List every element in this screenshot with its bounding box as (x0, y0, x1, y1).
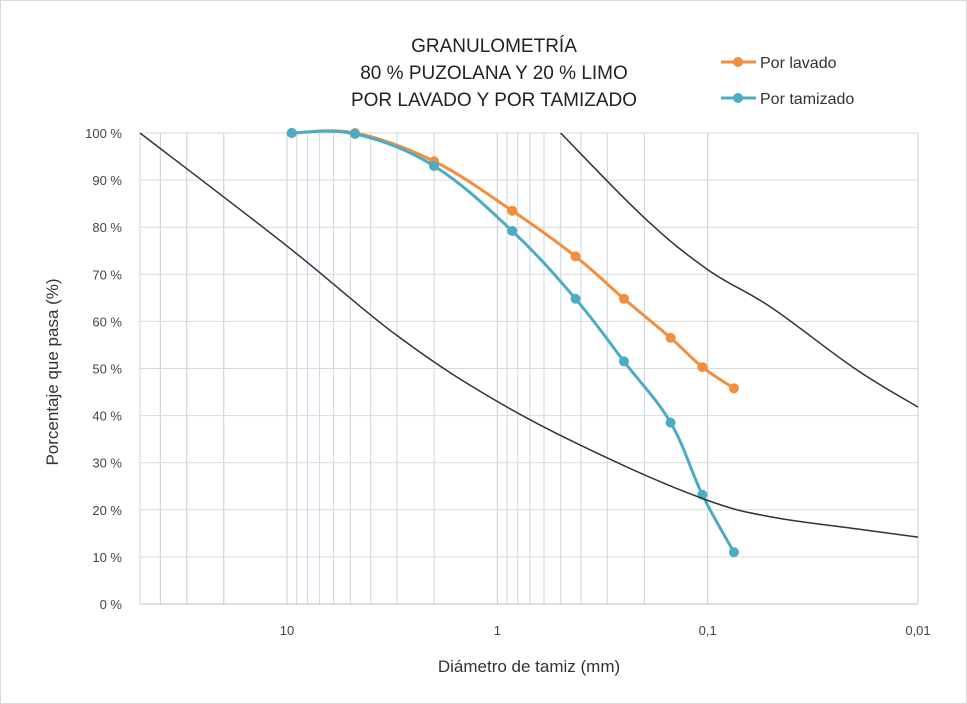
data-point-por-tamizado (429, 160, 440, 171)
chart-title-line-3: POR LAVADO Y POR TAMIZADO (351, 90, 637, 111)
data-point-por-lavado (728, 383, 739, 394)
chart-title-line-2: 80 % PUZOLANA Y 20 % LIMO (360, 63, 628, 84)
legend-label-por-tamizado: Por tamizado (760, 91, 854, 108)
legend-item-por-tamizado: Por tamizado (721, 91, 854, 108)
data-point-por-lavado (618, 293, 629, 304)
data-point-por-tamizado (507, 225, 518, 236)
y-tick-label: 0 % (100, 597, 123, 612)
y-tick-label: 30 % (92, 456, 122, 471)
x-axis-title: Diámetro de tamiz (mm) (438, 657, 620, 676)
data-point-por-tamizado (618, 356, 629, 367)
series-line-por-tamizado (291, 129, 736, 553)
grid (139, 132, 919, 605)
y-tick-label: 40 % (92, 409, 122, 424)
tick-labels: 0 % 10 % 20 % 30 % 40 % 50 % 60 % 70 % 80 % 90 % 1… (85, 126, 931, 638)
x-tick-label: 0,01 (905, 623, 930, 638)
y-tick-label: 100 % (85, 126, 122, 141)
x-tick-label: 1 (494, 623, 501, 638)
series-line-envelope-3 (560, 132, 919, 408)
series-group (139, 128, 919, 558)
legend-label-por-lavado: Por lavado (760, 55, 837, 72)
y-tick-label: 90 % (92, 173, 122, 188)
y-axis-title: Porcentaje que pasa (%) (43, 278, 62, 465)
data-point-por-lavado (697, 362, 708, 373)
y-tick-label: 60 % (92, 314, 122, 329)
legend-marker-por-lavado (733, 57, 743, 67)
data-point-por-tamizado (286, 128, 297, 138)
y-tick-label: 80 % (92, 220, 122, 235)
legend-marker-por-tamizado (733, 93, 743, 103)
data-point-por-tamizado (350, 128, 361, 139)
x-tick-label: 10 (280, 623, 294, 638)
data-point-por-tamizado (665, 417, 676, 428)
data-point-por-tamizado (570, 293, 581, 304)
data-point-por-lavado (665, 332, 676, 343)
y-tick-label: 50 % (92, 362, 122, 377)
chart-title-line-1: GRANULOMETRÍA (411, 36, 577, 57)
legend-item-por-lavado: Por lavado (721, 55, 837, 72)
y-tick-label: 20 % (92, 503, 122, 518)
data-point-por-lavado (507, 205, 518, 216)
legend: Por lavado Por tamizado (721, 55, 854, 108)
x-tick-label: 0,1 (699, 623, 717, 638)
data-point-por-lavado (570, 251, 581, 262)
data-point-por-tamizado (728, 547, 739, 558)
y-tick-label: 70 % (92, 267, 122, 282)
y-tick-label: 10 % (92, 550, 122, 565)
series-line-envelope-2 (139, 132, 919, 538)
